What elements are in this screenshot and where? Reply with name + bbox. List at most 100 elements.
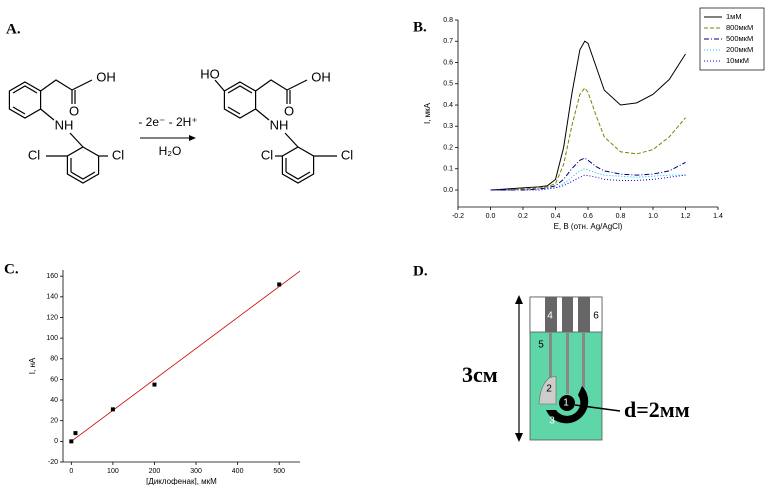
y-tick-label: 120 — [46, 314, 58, 321]
atom-label: OH — [311, 69, 331, 84]
x-tick-label: 0.4 — [551, 213, 561, 220]
ring — [281, 146, 315, 184]
atom-label: Cl — [112, 147, 124, 162]
part-label: 5 — [538, 340, 544, 351]
arrow-head — [515, 295, 523, 304]
y-tick-label: 0.0 — [443, 187, 453, 194]
contact — [545, 297, 557, 332]
panel-label: C. — [4, 261, 19, 277]
x-axis-label: [Диклофенак], мкМ — [146, 477, 217, 485]
atom-label: Cl — [261, 147, 273, 162]
y-tick-label: 80 — [50, 356, 58, 363]
reaction-condition: - 2e⁻ - 2H⁺ — [138, 115, 197, 129]
x-tick-label: 0 — [69, 468, 73, 475]
part-label: 3 — [549, 416, 555, 427]
reactant: OH O NH Cl Cl — [8, 69, 124, 184]
x-tick-label: 1.2 — [681, 213, 691, 220]
y-tick-label: 160 — [46, 273, 58, 280]
x-tick-label: 100 — [107, 468, 119, 475]
bond — [284, 132, 299, 148]
data-point — [73, 431, 78, 436]
ring — [8, 81, 42, 119]
atom-label: Cl — [341, 147, 353, 162]
reaction-condition: H₂O — [159, 144, 182, 158]
atom-label: NH — [55, 117, 74, 132]
y-tick-label: 0.2 — [443, 144, 453, 151]
bond — [255, 79, 308, 92]
diameter-label: d=2мм — [624, 397, 690, 422]
counter-electrode — [546, 386, 589, 424]
data-point — [277, 282, 282, 287]
x-tick-label: 0.2 — [518, 213, 528, 220]
electrode-device: 1 2 3 4 5 6 3см d=2мм — [462, 295, 690, 442]
panel-label: B. — [413, 19, 427, 35]
bond — [40, 79, 93, 92]
y-tick-label: 20 — [50, 418, 58, 425]
arrow-head — [515, 433, 523, 442]
y-tick-label: 0.6 — [443, 59, 453, 66]
data-point — [69, 439, 74, 444]
bond — [12, 106, 26, 115]
data-point — [152, 382, 157, 387]
y-tick-label: 60 — [50, 376, 58, 383]
fit-line — [71, 270, 301, 442]
part-label: 1 — [563, 398, 569, 409]
y-axis-label: I, мкА — [423, 102, 432, 124]
legend-label: 800мкМ — [726, 23, 753, 32]
atom-label: O — [69, 103, 79, 118]
legend-label: 1мМ — [726, 12, 742, 21]
series-line — [490, 87, 686, 191]
y-tick-label: 40 — [50, 397, 58, 404]
y-tick-label: 140 — [46, 294, 58, 301]
contact — [578, 297, 590, 332]
series-line — [490, 40, 686, 191]
legend-label: 200мкМ — [726, 45, 753, 54]
atom-label: Cl — [28, 147, 40, 162]
bond — [227, 106, 241, 115]
bond — [255, 108, 270, 121]
y-tick-label: 0.1 — [443, 166, 453, 173]
x-tick-label: 200 — [149, 468, 161, 475]
arrow-head — [189, 135, 196, 141]
atom-label: HO — [200, 66, 220, 81]
product: HO OH O NH Cl Cl — [200, 66, 353, 184]
x-tick-label: 1.4 — [713, 213, 723, 220]
x-axis-label: E, В (отн. Ag/AgCl) — [554, 222, 623, 231]
atom-label: NH — [270, 117, 289, 132]
y-tick-label: 0 — [54, 438, 58, 445]
y-tick-label: 0.3 — [443, 123, 453, 130]
bond — [285, 171, 311, 180]
part-label: 6 — [593, 311, 599, 322]
track — [582, 332, 585, 388]
y-tick-label: 0.5 — [443, 81, 453, 88]
bond — [214, 79, 225, 92]
x-tick-label: 500 — [273, 468, 285, 475]
series-line — [490, 157, 686, 191]
panel-label: A. — [6, 21, 21, 37]
contact — [562, 297, 573, 332]
track — [549, 332, 552, 378]
y-axis-label: I, нА — [28, 357, 37, 374]
x-tick-label: -0.2 — [452, 213, 464, 220]
working-electrode — [559, 395, 575, 411]
ring — [66, 146, 100, 184]
legend-label: 10мкМ — [726, 56, 749, 65]
y-tick-label: -20 — [48, 459, 58, 466]
data-point — [110, 407, 115, 412]
ring — [223, 81, 257, 119]
panel-label: D. — [413, 263, 428, 279]
x-tick-label: 1.0 — [648, 213, 658, 220]
y-tick-label: 0.4 — [443, 102, 453, 109]
atom-label: O — [284, 103, 294, 118]
bond — [70, 171, 96, 180]
pointer — [574, 404, 621, 412]
legend-label: 500мкМ — [726, 34, 753, 43]
bond — [227, 85, 253, 94]
atom-label: OH — [96, 69, 116, 84]
part-label: 4 — [547, 311, 553, 322]
legend-box — [699, 7, 765, 71]
y-tick-label: 0.8 — [443, 17, 453, 24]
y-tick-label: 100 — [46, 335, 58, 342]
part-label: 2 — [546, 384, 552, 395]
